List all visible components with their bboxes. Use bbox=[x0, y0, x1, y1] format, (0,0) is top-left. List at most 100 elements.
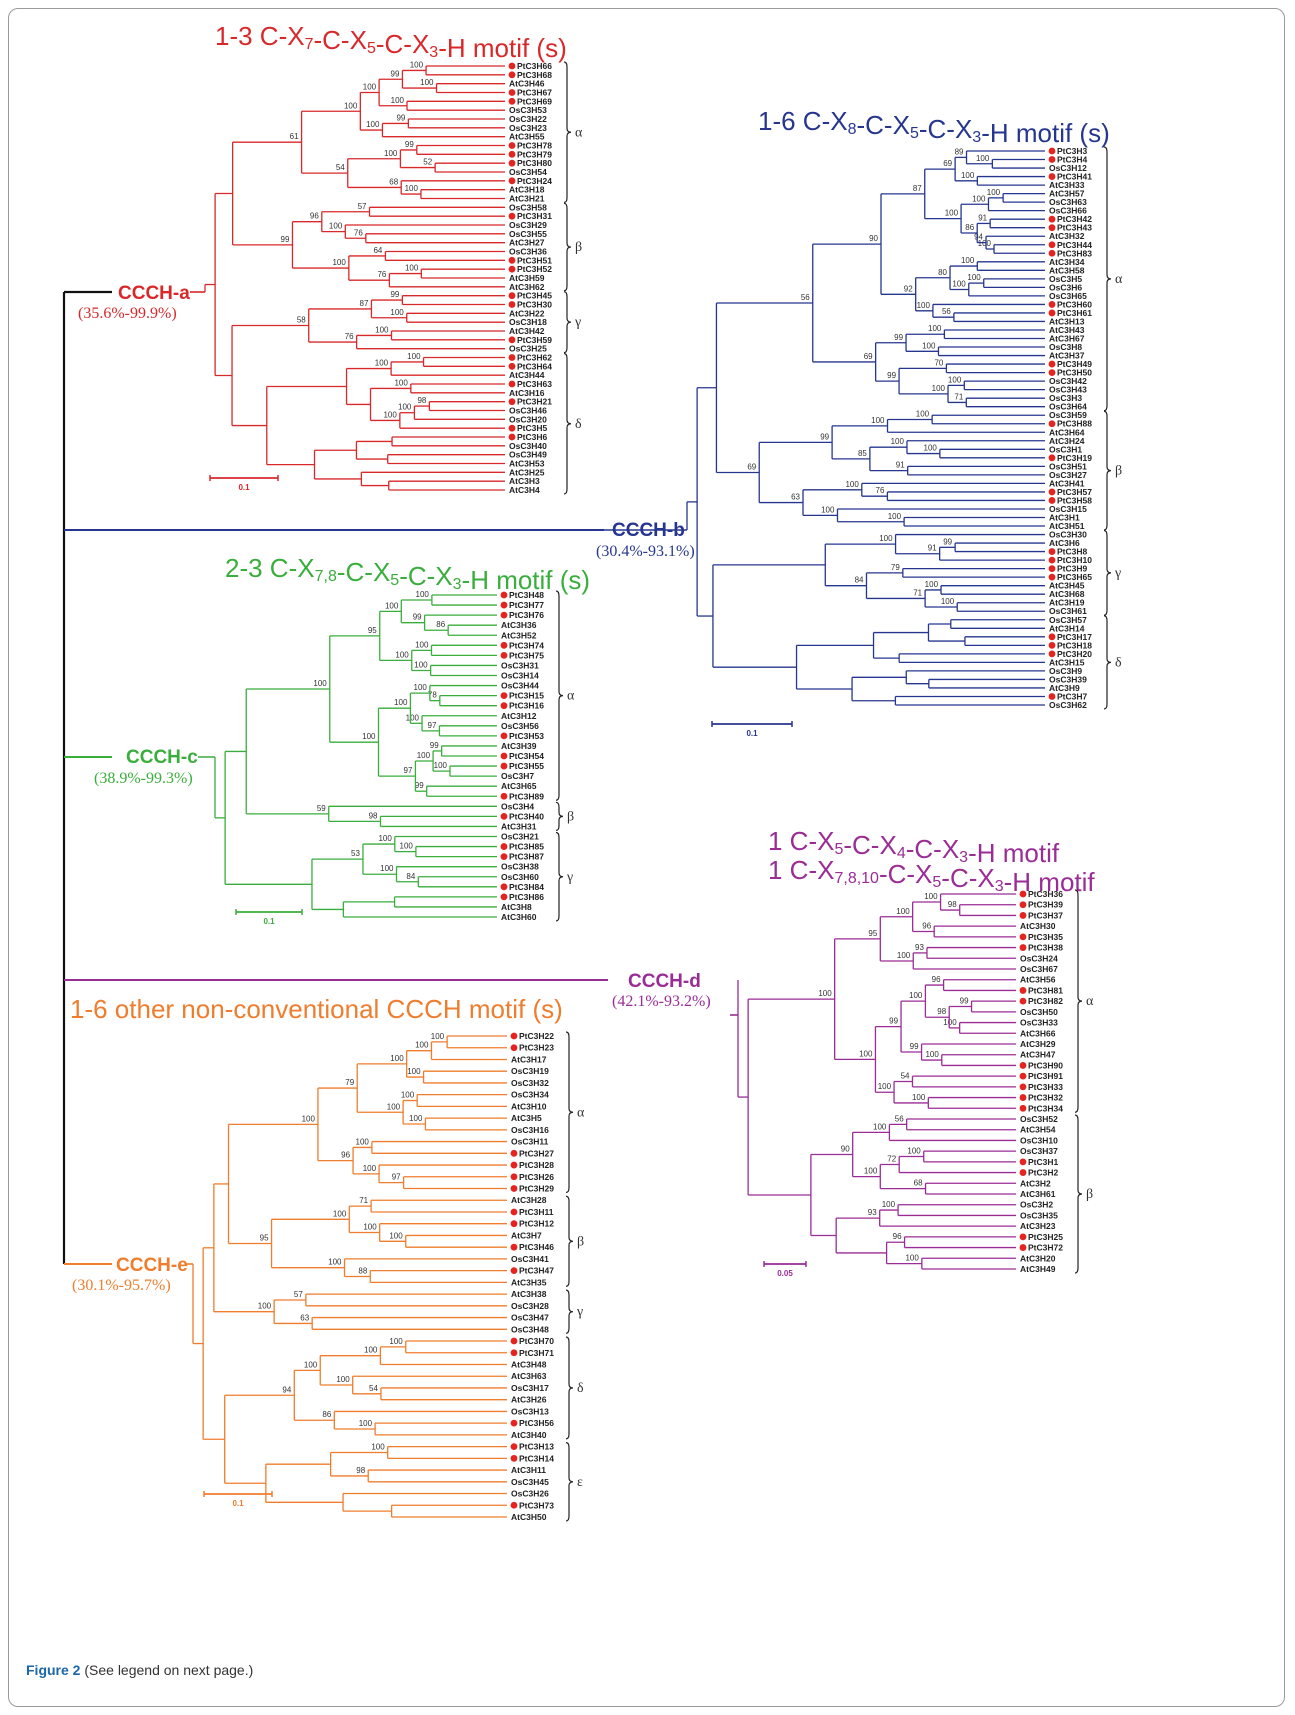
leaf-label: OsC3H7 bbox=[501, 771, 534, 781]
clade-d: 9810096100931009596991009810010099995410… bbox=[64, 826, 1095, 1278]
bootstrap-value: 87 bbox=[360, 299, 369, 308]
leaf-label: OsC3H15 bbox=[1049, 504, 1087, 514]
leaf-label: OsC3H46 bbox=[509, 406, 547, 416]
leaf-label: OsC3H40 bbox=[509, 441, 547, 451]
bootstrap-value: 100 bbox=[415, 1041, 429, 1050]
leaf-label: PtC3H35 bbox=[1028, 932, 1063, 942]
bootstrap-value: 98 bbox=[937, 1007, 946, 1016]
leaf-label: AtC3H37 bbox=[1049, 351, 1085, 361]
leaf-label: PtC3H31 bbox=[517, 211, 552, 221]
subgroup-label: α bbox=[1086, 994, 1094, 1009]
bootstrap-value: 100 bbox=[378, 834, 392, 843]
red-dot-marker bbox=[500, 893, 508, 901]
leaf-label: OsC3H3 bbox=[1049, 393, 1082, 403]
red-dot-marker bbox=[508, 62, 516, 70]
leaf-label: AtC3H43 bbox=[1049, 325, 1085, 335]
motif-subscript: 4 bbox=[897, 845, 906, 862]
bootstrap-value: 100 bbox=[410, 60, 424, 69]
motif-subscript: 5 bbox=[834, 841, 843, 858]
bootstrap-value: 99 bbox=[390, 290, 399, 299]
leaf-label: OsC3H28 bbox=[511, 1301, 549, 1311]
bootstrap-value: 100 bbox=[383, 410, 397, 419]
motif-part: X bbox=[830, 106, 847, 136]
leaf-label: OsC3H22 bbox=[509, 114, 547, 124]
subgroup-brace bbox=[565, 1289, 574, 1334]
leaf-label: PtC3H39 bbox=[1028, 900, 1063, 910]
leaf-label: AtC3H24 bbox=[1049, 436, 1085, 446]
leaf-label: AtC3H61 bbox=[1020, 1189, 1056, 1199]
motif-subscript: 7,8,10 bbox=[834, 870, 879, 887]
bootstrap-value: 92 bbox=[904, 284, 913, 293]
motif-subscript: 3 bbox=[972, 129, 981, 146]
red-dot-marker bbox=[508, 301, 516, 308]
red-dot-marker bbox=[1048, 488, 1056, 496]
leaf-label: PtC3H14 bbox=[519, 1453, 554, 1463]
clade-name: CCCH-d bbox=[628, 971, 701, 992]
red-dot-marker bbox=[1048, 565, 1056, 573]
bootstrap-value: 100 bbox=[406, 713, 420, 722]
leaf-label: AtC3H28 bbox=[511, 1195, 547, 1205]
motif-part: -C- bbox=[906, 834, 942, 864]
motif-subscript: 8 bbox=[848, 121, 857, 138]
red-dot-marker bbox=[500, 843, 508, 850]
leaf-label: AtC3H49 bbox=[1020, 1264, 1056, 1274]
leaf-label: OsC3H49 bbox=[509, 450, 547, 460]
bootstrap-value: 100 bbox=[394, 378, 408, 387]
motif-part: X bbox=[942, 834, 959, 864]
red-dot-marker bbox=[1048, 173, 1056, 180]
bootstrap-value: 56 bbox=[942, 307, 951, 316]
scale-bar-label: 0.1 bbox=[232, 1499, 244, 1508]
bootstrap-value: 100 bbox=[359, 1419, 373, 1428]
leaf-label: PtC3H7 bbox=[1057, 691, 1088, 701]
bootstrap-value: 100 bbox=[922, 341, 936, 350]
leaf-label: OsC3H55 bbox=[509, 229, 547, 239]
motif-part: -C- bbox=[919, 114, 955, 144]
red-dot-marker bbox=[508, 256, 516, 264]
leaf-label: PtC3H17 bbox=[1057, 632, 1092, 642]
leaf-label: OsC3H5 bbox=[1049, 274, 1082, 284]
leaf-label: PtC3H45 bbox=[517, 291, 552, 301]
clade-b: 1008910069100100911009486100871001001008… bbox=[64, 106, 1123, 738]
bootstrap-value: 100 bbox=[967, 273, 981, 282]
leaf-label: PtC3H4 bbox=[1057, 155, 1088, 165]
leaf-label: PtC3H34 bbox=[1028, 1103, 1063, 1113]
red-dot-marker bbox=[1048, 454, 1056, 462]
leaf-label: AtC3H11 bbox=[511, 1465, 546, 1475]
red-dot-marker bbox=[1048, 641, 1056, 649]
bootstrap-value: 100 bbox=[821, 505, 835, 514]
bootstrap-value: 100 bbox=[987, 188, 1001, 197]
leaf-label: PtC3H3 bbox=[1057, 146, 1088, 156]
leaf-label: AtC3H52 bbox=[501, 630, 537, 640]
leaf-label: AtC3H15 bbox=[1049, 657, 1085, 667]
red-dot-marker bbox=[500, 732, 508, 740]
leaf-label: AtC3H17 bbox=[511, 1054, 547, 1064]
leaf-label: OsC3H66 bbox=[1049, 206, 1087, 216]
leaf-label: PtC3H9 bbox=[1057, 564, 1088, 574]
red-dot-marker bbox=[508, 424, 516, 432]
bootstrap-value: 100 bbox=[329, 222, 343, 231]
leaf-label: PtC3H23 bbox=[519, 1043, 554, 1053]
red-dot-marker bbox=[508, 433, 516, 441]
leaf-label: OsC3H23 bbox=[509, 123, 547, 133]
leaf-label: PtC3H16 bbox=[509, 701, 544, 711]
bootstrap-value: 100 bbox=[391, 96, 405, 105]
subgroup-brace bbox=[1103, 529, 1112, 616]
leaf-label: PtC3H63 bbox=[517, 379, 552, 389]
bootstrap-value: 100 bbox=[871, 416, 885, 425]
bootstrap-value: 98 bbox=[417, 396, 426, 405]
leaf-label: AtC3H29 bbox=[1020, 1039, 1056, 1049]
bootstrap-value: 100 bbox=[375, 325, 389, 334]
bootstrap-value: 100 bbox=[390, 308, 404, 317]
motif-part: 1-6 other non-conventional CCCH motif (s… bbox=[70, 994, 563, 1024]
subgroup-label: ε bbox=[577, 1475, 583, 1490]
leaf-label: PtC3H90 bbox=[1028, 1060, 1063, 1070]
leaf-label: PtC3H40 bbox=[509, 811, 544, 821]
bootstrap-value: 100 bbox=[332, 258, 346, 267]
leaf-label: PtC3H81 bbox=[1028, 985, 1063, 995]
subgroup-label: γ bbox=[576, 1305, 583, 1320]
leaf-label: PtC3H26 bbox=[519, 1172, 554, 1182]
red-dot-marker bbox=[510, 1349, 518, 1357]
bootstrap-value: 99 bbox=[413, 613, 422, 622]
clade-percentage-range: (30.1%-95.7%) bbox=[72, 1277, 171, 1294]
